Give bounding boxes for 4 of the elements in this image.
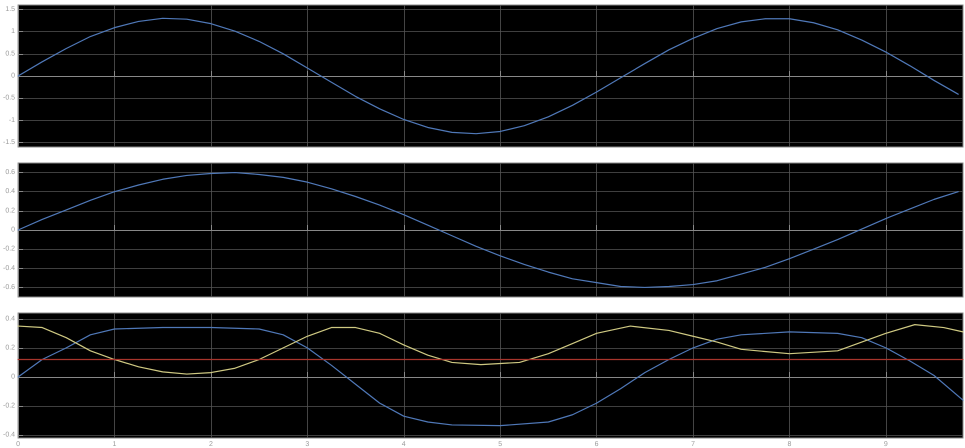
line-series xyxy=(17,326,964,426)
line-series xyxy=(17,324,964,375)
line-series xyxy=(17,18,959,134)
line-series xyxy=(17,172,959,288)
